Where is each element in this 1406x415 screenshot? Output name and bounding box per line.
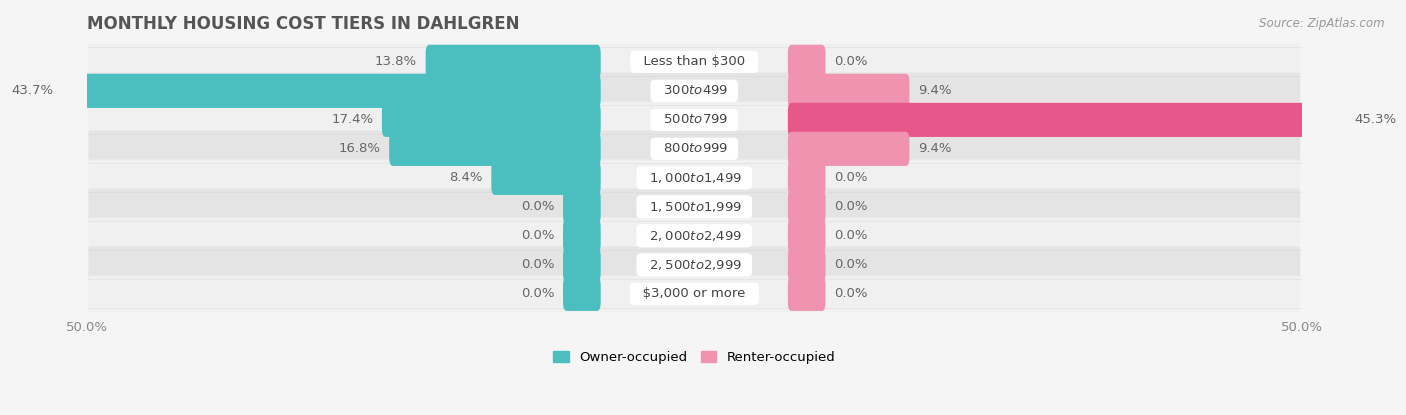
- Text: 0.0%: 0.0%: [834, 258, 868, 271]
- Text: $3,000 or more: $3,000 or more: [634, 287, 754, 300]
- Text: 0.0%: 0.0%: [522, 287, 554, 300]
- Text: 43.7%: 43.7%: [11, 84, 53, 98]
- Text: 0.0%: 0.0%: [834, 229, 868, 242]
- FancyBboxPatch shape: [389, 132, 600, 166]
- Text: 9.4%: 9.4%: [918, 84, 952, 98]
- FancyBboxPatch shape: [562, 248, 600, 282]
- Text: 0.0%: 0.0%: [834, 287, 868, 300]
- FancyBboxPatch shape: [89, 73, 1301, 109]
- Text: 17.4%: 17.4%: [332, 113, 374, 126]
- Text: Source: ZipAtlas.com: Source: ZipAtlas.com: [1260, 17, 1385, 29]
- FancyBboxPatch shape: [89, 102, 1301, 138]
- Text: 13.8%: 13.8%: [375, 55, 418, 68]
- Text: 0.0%: 0.0%: [834, 200, 868, 213]
- FancyBboxPatch shape: [89, 44, 1301, 80]
- FancyBboxPatch shape: [787, 219, 825, 253]
- Text: $300 to $499: $300 to $499: [655, 84, 734, 98]
- FancyBboxPatch shape: [62, 74, 600, 108]
- FancyBboxPatch shape: [787, 132, 910, 166]
- FancyBboxPatch shape: [491, 161, 600, 195]
- Text: 8.4%: 8.4%: [450, 171, 482, 184]
- Text: 0.0%: 0.0%: [522, 258, 554, 271]
- FancyBboxPatch shape: [89, 159, 1301, 196]
- Text: 16.8%: 16.8%: [339, 142, 381, 155]
- FancyBboxPatch shape: [562, 190, 600, 224]
- FancyBboxPatch shape: [426, 45, 600, 79]
- Text: 0.0%: 0.0%: [522, 200, 554, 213]
- FancyBboxPatch shape: [562, 219, 600, 253]
- FancyBboxPatch shape: [787, 103, 1346, 137]
- Text: 0.0%: 0.0%: [834, 171, 868, 184]
- Text: 9.4%: 9.4%: [918, 142, 952, 155]
- FancyBboxPatch shape: [787, 277, 825, 311]
- Text: $2,500 to $2,999: $2,500 to $2,999: [641, 258, 748, 272]
- FancyBboxPatch shape: [787, 45, 825, 79]
- Text: $1,000 to $1,499: $1,000 to $1,499: [641, 171, 748, 185]
- FancyBboxPatch shape: [89, 188, 1301, 225]
- FancyBboxPatch shape: [787, 248, 825, 282]
- FancyBboxPatch shape: [89, 131, 1301, 167]
- Text: Less than $300: Less than $300: [636, 55, 754, 68]
- Legend: Owner-occupied, Renter-occupied: Owner-occupied, Renter-occupied: [547, 346, 841, 369]
- Text: $500 to $799: $500 to $799: [655, 113, 734, 126]
- Text: 0.0%: 0.0%: [522, 229, 554, 242]
- FancyBboxPatch shape: [787, 161, 825, 195]
- Text: 0.0%: 0.0%: [834, 55, 868, 68]
- FancyBboxPatch shape: [562, 277, 600, 311]
- Text: $1,500 to $1,999: $1,500 to $1,999: [641, 200, 748, 214]
- Text: MONTHLY HOUSING COST TIERS IN DAHLGREN: MONTHLY HOUSING COST TIERS IN DAHLGREN: [87, 15, 519, 33]
- Text: $2,000 to $2,499: $2,000 to $2,499: [641, 229, 748, 243]
- FancyBboxPatch shape: [787, 74, 910, 108]
- Text: $800 to $999: $800 to $999: [655, 142, 734, 155]
- FancyBboxPatch shape: [382, 103, 600, 137]
- Text: 45.3%: 45.3%: [1354, 113, 1396, 126]
- FancyBboxPatch shape: [787, 190, 825, 224]
- FancyBboxPatch shape: [89, 276, 1301, 312]
- FancyBboxPatch shape: [89, 247, 1301, 283]
- FancyBboxPatch shape: [89, 217, 1301, 254]
